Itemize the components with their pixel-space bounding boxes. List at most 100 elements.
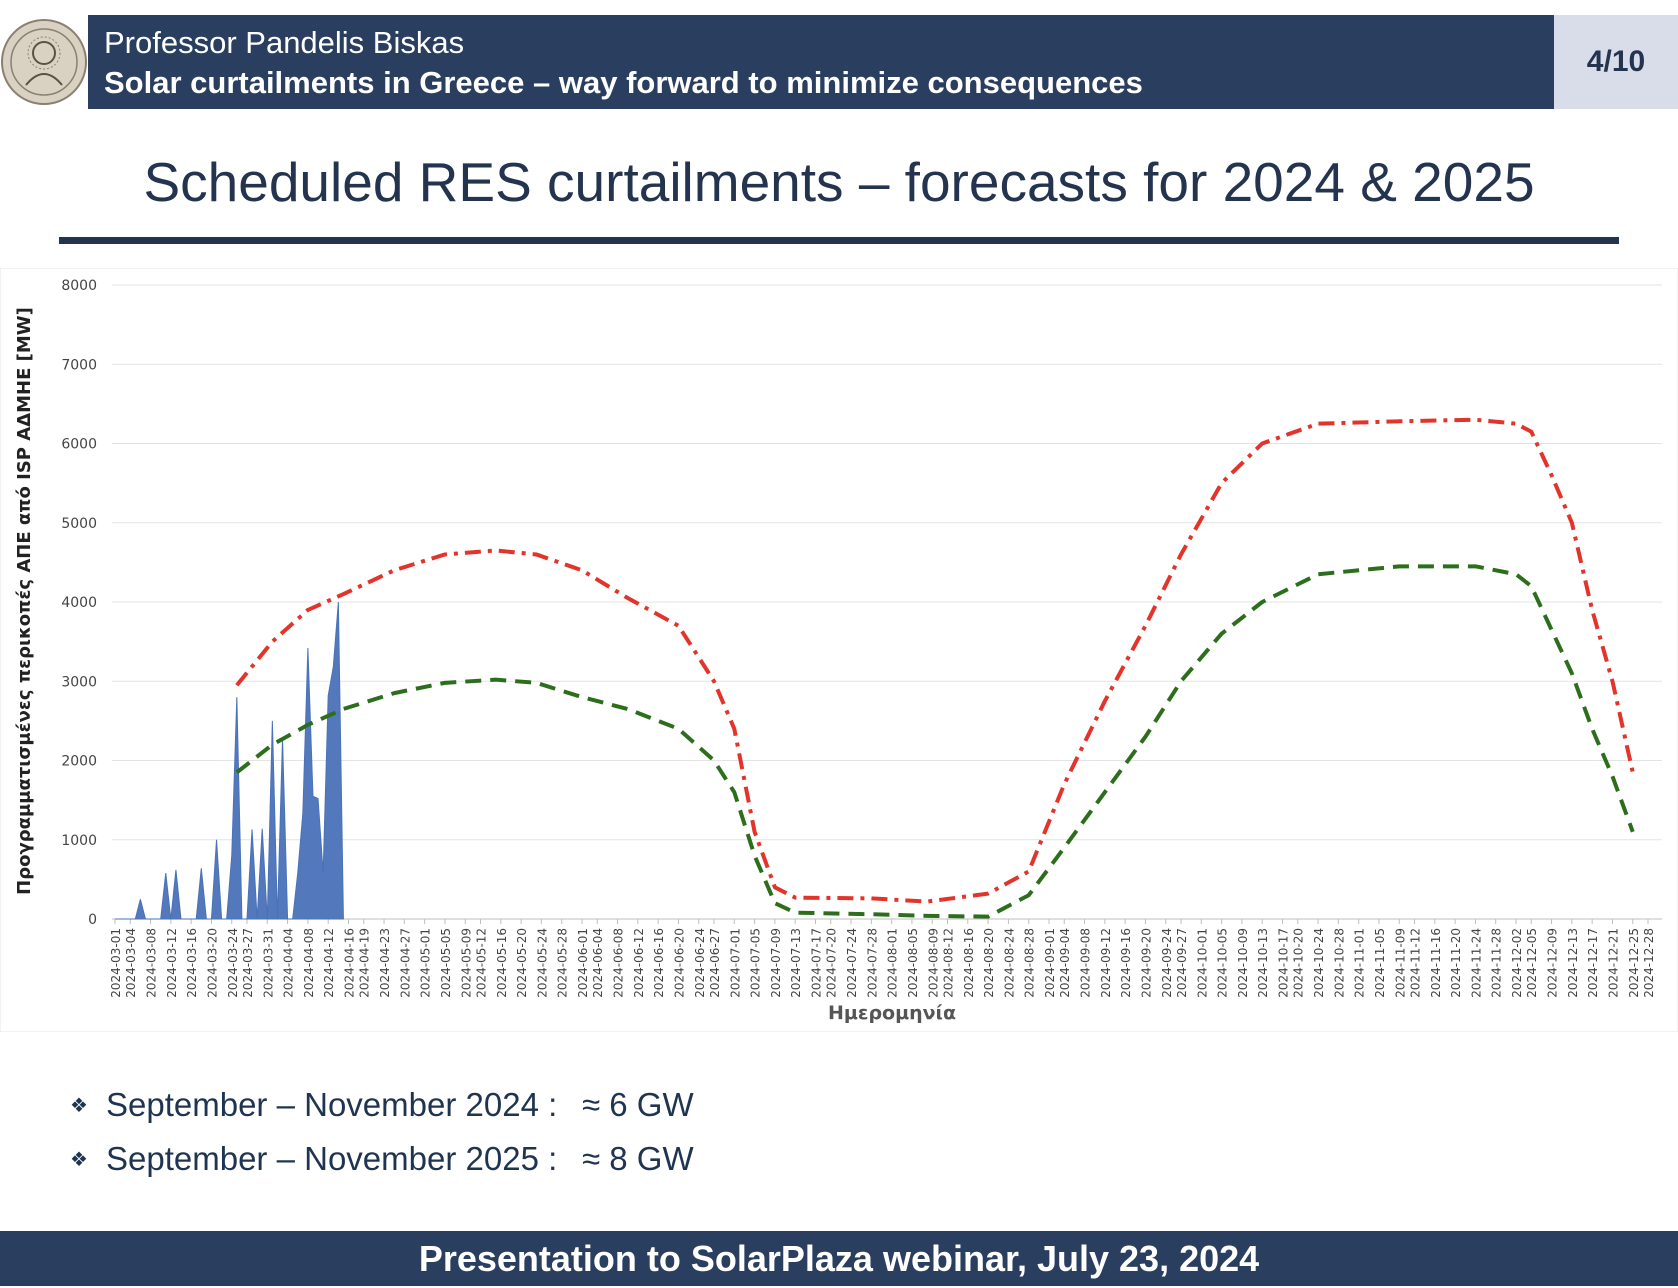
x-tick-label: 2024-11-28 [1490,928,1504,998]
presentation-subtitle: Solar curtailments in Greece – way forwa… [104,65,1143,100]
y-tick-label: 0 [88,912,97,928]
x-tick-label: 2024-04-08 [302,928,316,998]
x-tick-label: 2024-05-24 [535,928,549,998]
x-tick-label: 2024-11-01 [1353,928,1367,998]
x-tick-label: 2024-08-12 [941,928,955,998]
forecast-line-green [235,564,1635,919]
y-tick-label: 6000 [61,437,97,453]
x-tick-label: 2024-03-31 [261,928,275,998]
x-tick-label: 2024-12-05 [1525,928,1539,998]
x-tick-label: 2024-03-16 [185,928,199,998]
x-tick-label: 2024-03-04 [124,928,138,998]
x-tick-label: 2024-06-08 [612,928,626,998]
x-tick-label: 2024-05-28 [556,928,570,998]
header-bar: Professor Pandelis Biskas Solar curtailm… [88,15,1554,109]
bullet-list: ❖ September – November 2024 : ≈ 6 GW ❖ S… [70,1078,694,1186]
slide-title: Scheduled RES curtailments – forecasts f… [143,151,1535,213]
x-tick-label: 2024-10-17 [1277,928,1291,998]
y-tick-label: 3000 [61,674,97,690]
x-tick-label: 2024-09-12 [1099,928,1113,998]
x-tick-label: 2024-10-01 [1195,928,1209,998]
x-tick-label: 2024-04-12 [322,928,336,998]
x-tick-label: 2024-05-05 [439,928,453,998]
x-tick-label: 2024-07-05 [749,928,763,998]
x-tick-label: 2024-04-19 [358,928,372,998]
x-tick-label: 2024-11-09 [1393,928,1407,998]
y-tick-label: 5000 [61,516,97,532]
bullet-item: ❖ September – November 2025 : ≈ 8 GW [70,1132,694,1186]
x-tick-label: 2024-05-20 [515,928,529,998]
x-tick-label: 2024-11-16 [1429,928,1443,998]
footer-bar: Presentation to SolarPlaza webinar, July… [0,1231,1678,1286]
x-tick-label: 2024-03-27 [241,928,255,998]
x-tick-label: 2024-08-09 [926,928,940,998]
x-tick-label: 2024-06-04 [591,928,605,998]
x-tick-label: 2024-05-16 [495,928,509,998]
x-tick-label: 2024-11-24 [1469,928,1483,998]
presenter-name: Professor Pandelis Biskas [104,25,465,60]
x-tick-label: 2024-04-16 [343,928,357,998]
x-tick-label: 2024-10-24 [1312,928,1326,998]
x-tick-label: 2024-12-17 [1586,928,1600,998]
x-tick-label: 2024-09-01 [1043,928,1057,998]
x-tick-label: 2024-07-01 [728,928,742,998]
x-tick-label: 2024-04-04 [282,928,296,998]
x-tick-label: 2024-05-12 [474,928,488,998]
university-seal [1,19,87,105]
bullet-value: ≈ 6 GW [582,1086,694,1123]
curtailment-chart: 0 1000 2000 3000 4000 5000 6000 7000 8000 2024-0… [0,268,1678,1032]
x-tick-label: 2024-10-05 [1216,928,1230,998]
diamond-bullet-icon: ❖ [70,1094,88,1117]
x-tick-label: 2024-06-20 [672,928,686,998]
x-tick-label: 2024-08-20 [982,928,996,998]
x-tick-label: 2024-09-04 [1058,928,1072,998]
x-tick-label: 2024-06-12 [632,928,646,998]
bullet-value: ≈ 8 GW [582,1140,694,1177]
x-tick-label: 2024-05-09 [459,928,473,998]
x-tick-label: 2024-09-27 [1175,928,1189,998]
x-tick-label: 2024-12-25 [1627,928,1641,998]
x-tick-label: 2024-08-05 [906,928,920,998]
x-tick-label: 2024-12-13 [1566,928,1580,998]
x-tick-label: 2024-10-28 [1332,928,1346,998]
x-tick-label: 2024-08-24 [1002,928,1016,998]
x-tick-label: 2024-06-01 [576,928,590,998]
x-tick-label: 2024-12-28 [1642,928,1656,998]
x-tick-label: 2024-10-09 [1236,928,1250,998]
x-tick-label: 2024-07-17 [810,928,824,998]
x-tick-label: 2024-09-20 [1139,928,1153,998]
x-tick-label: 2024-04-27 [398,928,412,998]
x-tick-label: 2024-03-08 [145,928,159,998]
x-tick-label: 2024-05-01 [419,928,433,998]
diamond-bullet-icon: ❖ [70,1148,88,1171]
x-tick-label: 2024-12-09 [1546,928,1560,998]
x-tick-label: 2024-09-08 [1079,928,1093,998]
x-tick-label: 2024-10-20 [1292,928,1306,998]
title-divider [59,237,1619,244]
y-tick-label: 1000 [61,833,97,849]
x-tick-label: 2024-07-28 [865,928,879,998]
y-tick-label: 7000 [61,357,97,373]
x-tick-label: 2024-10-13 [1256,928,1270,998]
y-tick-label: 4000 [61,595,97,611]
bullet-label: September – November 2024 : [106,1086,558,1123]
y-tick-label: 8000 [61,278,97,294]
x-tick-label: 2024-07-20 [825,928,839,998]
y-tick-label: 2000 [61,754,97,770]
x-tick-label: 2024-03-24 [226,928,240,998]
bullet-item: ❖ September – November 2024 : ≈ 6 GW [70,1078,694,1132]
x-tick-label: 2024-08-01 [886,928,900,998]
x-tick-label: 2024-03-01 [109,928,123,998]
x-tick-label: 2024-07-13 [789,928,803,998]
x-tick-label: 2024-06-24 [693,928,707,998]
actual-curtailment-area [115,601,344,920]
x-tick-label: 2024-11-20 [1449,928,1463,998]
x-tick-label: 2024-12-21 [1606,928,1620,998]
y-axis-label: Προγραμματισμένες περικοπές ΑΠΕ από ISP … [14,307,35,895]
x-tick-label: 2024-09-16 [1119,928,1133,998]
x-tick-label: 2024-09-24 [1160,928,1174,998]
x-tick-label: 2024-08-28 [1023,928,1037,998]
x-tick-label: 2024-03-12 [165,928,179,998]
x-tick-label: 2024-11-05 [1373,928,1387,998]
x-tick-label: 2024-03-20 [205,928,219,998]
